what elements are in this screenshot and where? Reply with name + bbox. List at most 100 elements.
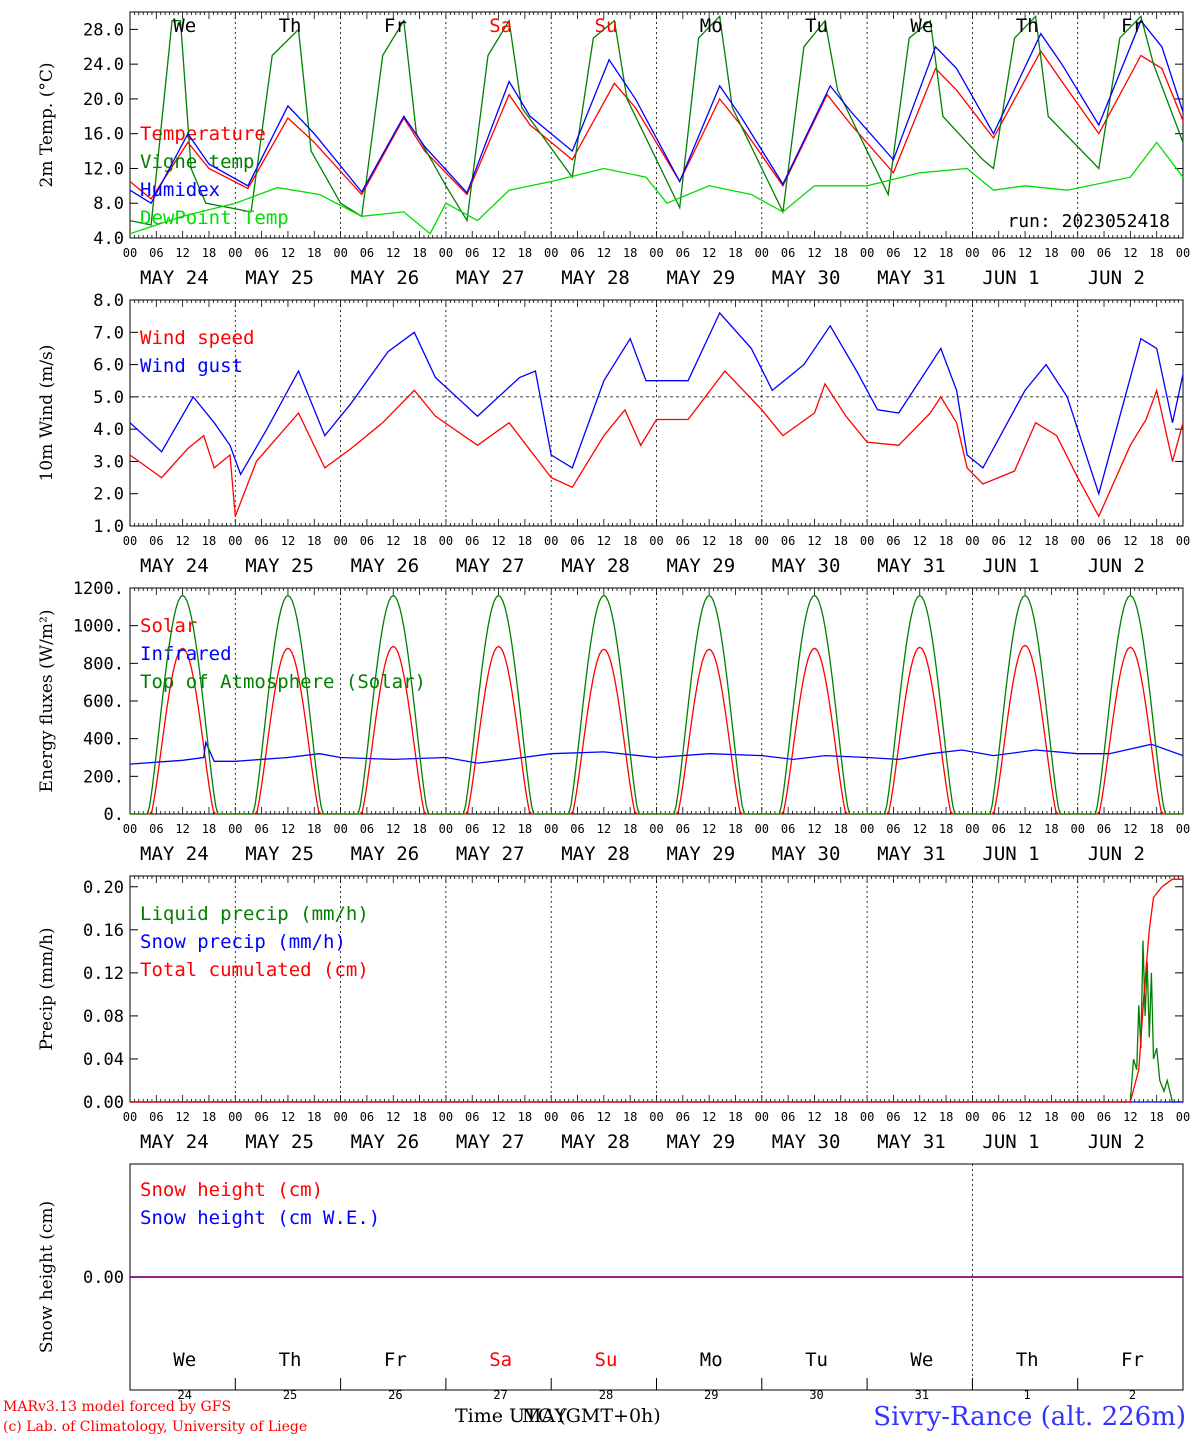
y-tick-label: 24.0 bbox=[83, 55, 124, 75]
hour-tick-label: 00 bbox=[228, 822, 242, 836]
hour-tick-label: 00 bbox=[860, 822, 874, 836]
hour-tick-label: 12 bbox=[491, 246, 505, 260]
hour-tick-label: 00 bbox=[965, 246, 979, 260]
panel-1: 00 06 12 18 00 06 12 18 00 06 12 18 00 06 12 18 00 06 12 18… bbox=[37, 11, 1190, 289]
legend-vigne-temp: Vigne temp bbox=[140, 151, 254, 173]
series-dewpoint-temp bbox=[129, 141, 1184, 235]
day-number-label: 31 bbox=[915, 1388, 929, 1402]
hour-tick-label: 12 bbox=[597, 534, 611, 548]
hour-tick-label: 12 bbox=[807, 246, 821, 260]
hour-tick-label: 18 bbox=[412, 1110, 426, 1124]
date-label: MAY 26 bbox=[351, 267, 420, 289]
date-label: MAY 28 bbox=[561, 843, 630, 865]
y-tick-label: 0. bbox=[104, 805, 124, 825]
hour-tick-label: 18 bbox=[834, 534, 848, 548]
y-tick-label: 8.0 bbox=[93, 194, 124, 214]
series-humidex bbox=[129, 19, 1184, 205]
hour-tick-label: 18 bbox=[412, 534, 426, 548]
hour-tick-label: 06 bbox=[254, 534, 268, 548]
hour-tick-label: 00 bbox=[544, 534, 558, 548]
hour-tick-label: 18 bbox=[1149, 246, 1163, 260]
hour-tick-label: 12 bbox=[1123, 822, 1137, 836]
date-label: MAY 29 bbox=[667, 1131, 736, 1153]
y-tick-label: 4.0 bbox=[93, 229, 124, 249]
footer-model-credit: MARv3.13 model forced by GFS bbox=[3, 1399, 232, 1415]
y-tick-label: 16.0 bbox=[83, 125, 124, 145]
hour-tick-label: 06 bbox=[360, 534, 374, 548]
series-total-cumulated-cm bbox=[130, 878, 1183, 1103]
hour-tick-label: 00 bbox=[333, 822, 347, 836]
y-tick-label: 800. bbox=[83, 654, 124, 674]
date-label: MAY 24 bbox=[140, 843, 209, 865]
hour-tick-label: 06 bbox=[465, 822, 479, 836]
hour-tick-label: 00 bbox=[1176, 534, 1190, 548]
hour-tick-label: 00 bbox=[439, 1110, 453, 1124]
hour-tick-label: 00 bbox=[860, 534, 874, 548]
weekday-label: Sa bbox=[489, 1349, 512, 1371]
hour-tick-label: 12 bbox=[1018, 1110, 1032, 1124]
hour-tick-label: 18 bbox=[518, 534, 532, 548]
hour-tick-label: 00 bbox=[1070, 822, 1084, 836]
y-tick-label: 600. bbox=[83, 692, 124, 712]
weekday-label: We bbox=[173, 15, 196, 37]
hour-tick-label: 18 bbox=[834, 246, 848, 260]
hour-tick-label: 12 bbox=[386, 246, 400, 260]
y-tick-label: 28.0 bbox=[83, 20, 124, 40]
y-tick-label: 0.08 bbox=[83, 1007, 124, 1027]
weekday-label: Mo bbox=[700, 1349, 723, 1371]
y-axis-label: 2m Temp. (°C) bbox=[37, 62, 57, 187]
hour-tick-label: 06 bbox=[781, 534, 795, 548]
hour-tick-label: 12 bbox=[281, 822, 295, 836]
series-temperature bbox=[129, 49, 1184, 200]
run-annotation: run: 2023052418 bbox=[1007, 211, 1170, 232]
hour-tick-label: 12 bbox=[597, 246, 611, 260]
weekday-label: Tu bbox=[805, 15, 828, 37]
hour-tick-label: 18 bbox=[623, 534, 637, 548]
legend-temperature: Temperature bbox=[140, 123, 266, 145]
weekday-label: Fr bbox=[1121, 15, 1144, 37]
hour-tick-label: 06 bbox=[991, 1110, 1005, 1124]
date-label: MAY 27 bbox=[456, 267, 525, 289]
hour-tick-label: 00 bbox=[123, 246, 137, 260]
hour-tick-label: 00 bbox=[544, 246, 558, 260]
day-number-label: 28 bbox=[599, 1388, 613, 1402]
hour-tick-label: 18 bbox=[939, 822, 953, 836]
series-wind-gust bbox=[129, 311, 1184, 496]
hour-tick-label: 12 bbox=[913, 1110, 927, 1124]
weekday-label: We bbox=[910, 1349, 933, 1371]
weekday-label: Fr bbox=[384, 15, 407, 37]
day-number-label: 1 bbox=[1024, 1388, 1031, 1402]
hour-tick-label: 00 bbox=[439, 822, 453, 836]
hour-tick-label: 00 bbox=[544, 1110, 558, 1124]
hour-tick-label: 06 bbox=[991, 534, 1005, 548]
hour-tick-label: 18 bbox=[623, 246, 637, 260]
hour-tick-label: 12 bbox=[175, 822, 189, 836]
hour-tick-label: 00 bbox=[333, 1110, 347, 1124]
date-label: MAY 24 bbox=[140, 1131, 209, 1153]
weekday-label: We bbox=[173, 1349, 196, 1371]
hour-tick-label: 06 bbox=[149, 1110, 163, 1124]
hour-tick-label: 12 bbox=[175, 534, 189, 548]
hour-tick-label: 18 bbox=[1149, 822, 1163, 836]
hour-tick-label: 12 bbox=[175, 1110, 189, 1124]
hour-tick-label: 18 bbox=[728, 1110, 742, 1124]
hour-tick-label: 12 bbox=[597, 822, 611, 836]
date-label: MAY 25 bbox=[245, 555, 314, 577]
plot-frame bbox=[129, 587, 1184, 815]
panel-2: 00 06 12 18 00 06 12 18 00 06 12 18 00 06 12 18 00 06 12 18… bbox=[37, 291, 1190, 577]
hour-tick-label: 12 bbox=[913, 534, 927, 548]
hour-tick-label: 00 bbox=[1176, 822, 1190, 836]
date-label: MAY 24 bbox=[140, 555, 209, 577]
legend-snow-precip-mm-h: Snow precip (mm/h) bbox=[140, 931, 346, 953]
hour-tick-label: 18 bbox=[728, 246, 742, 260]
y-tick-label: 1000. bbox=[73, 617, 124, 637]
hour-tick-label: 06 bbox=[886, 1110, 900, 1124]
hour-tick-label: 18 bbox=[202, 534, 216, 548]
weekday-label: Tu bbox=[805, 1349, 828, 1371]
weekday-label: Th bbox=[279, 15, 302, 37]
y-axis-label: Precip (mm/h) bbox=[37, 927, 57, 1050]
y-tick-label: 0.04 bbox=[83, 1050, 124, 1070]
series-vigne-temp bbox=[129, 14, 1184, 226]
hour-tick-label: 00 bbox=[649, 246, 663, 260]
